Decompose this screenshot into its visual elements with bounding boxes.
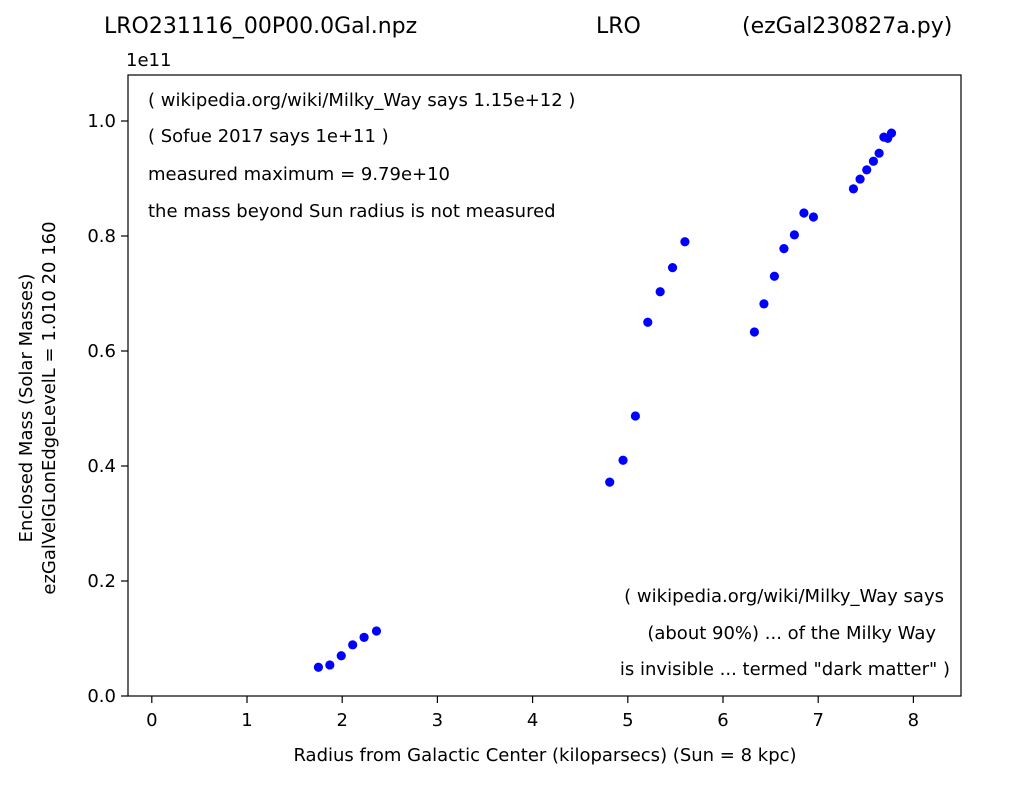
data-point [371,626,382,636]
x-ticks: 0 1 2 3 4 5 6 7 8 [146,696,919,731]
annotation-measured-max: measured maximum = 9.79e+10 [148,164,451,185]
annotation-dark-matter-line-1: ( wikipedia.org/wiki/Milky_Way says [624,586,944,607]
data-point [667,263,678,273]
data-point [808,212,819,222]
plot-frame [127,74,962,697]
y-tick-label: 0.0 [87,686,116,707]
x-tick-label: 0 [146,710,157,731]
x-axis-label: Radius from Galactic Center (kiloparsecs… [293,745,797,766]
y-scale-label: 1e11 [126,50,172,71]
annotation-wikipedia-mass: ( wikipedia.org/wiki/Milky_Way says 1.15… [148,90,576,111]
annotation-beyond-sun: the mass beyond Sun radius is not measur… [148,201,556,222]
title-left: LRO231116_00P00.0Gal.npz [104,14,418,39]
y-tick-label: 1.0 [87,111,116,132]
data-point [325,660,335,670]
x-tick-label: 7 [812,710,823,731]
data-point [886,128,897,138]
x-tick-label: 5 [622,710,633,731]
y-tick-label: 0.6 [87,341,116,362]
data-point [769,271,780,281]
y-ticks: 0.0 0.2 0.4 0.6 0.8 1.0 [87,111,128,707]
x-tick-label: 8 [908,710,919,731]
data-point [799,208,809,218]
data-point [680,237,690,247]
data-point [855,174,865,184]
y-tick-label: 0.4 [87,456,116,477]
data-point [643,317,653,327]
data-point [336,651,346,661]
data-point [655,287,665,297]
data-point [359,632,369,642]
data-point [874,148,884,158]
annotation-sofue: ( Sofue 2017 says 1e+11 ) [148,126,389,147]
data-point [779,244,789,254]
x-tick-label: 3 [432,710,443,731]
data-point [618,455,628,465]
x-tick-label: 6 [717,710,728,731]
title-right: (ezGal230827a.py) [742,14,953,39]
data-point [868,156,879,166]
x-tick-label: 4 [527,710,538,731]
data-point [630,411,641,421]
data-point [749,327,760,337]
data-point [759,299,769,309]
y-tick-label: 0.8 [87,226,116,247]
data-point [313,662,323,672]
annotation-dark-matter-line-2: (about 90%) ... of the Milky Way [647,623,936,644]
title-center: LRO [596,14,641,39]
annotation-dark-matter-line-3: is invisible ... termed "dark matter" ) [619,659,950,680]
data-point [348,640,358,650]
data-point [862,165,872,175]
data-point [848,184,859,194]
x-tick-label: 1 [241,710,252,731]
title-row: LRO231116_00P00.0Gal.npz LRO (ezGal23082… [0,14,1024,46]
data-point [789,230,800,240]
data-points [313,128,897,672]
x-tick-label: 2 [336,710,347,731]
data-point [605,477,615,487]
y-tick-label: 0.2 [87,571,116,592]
